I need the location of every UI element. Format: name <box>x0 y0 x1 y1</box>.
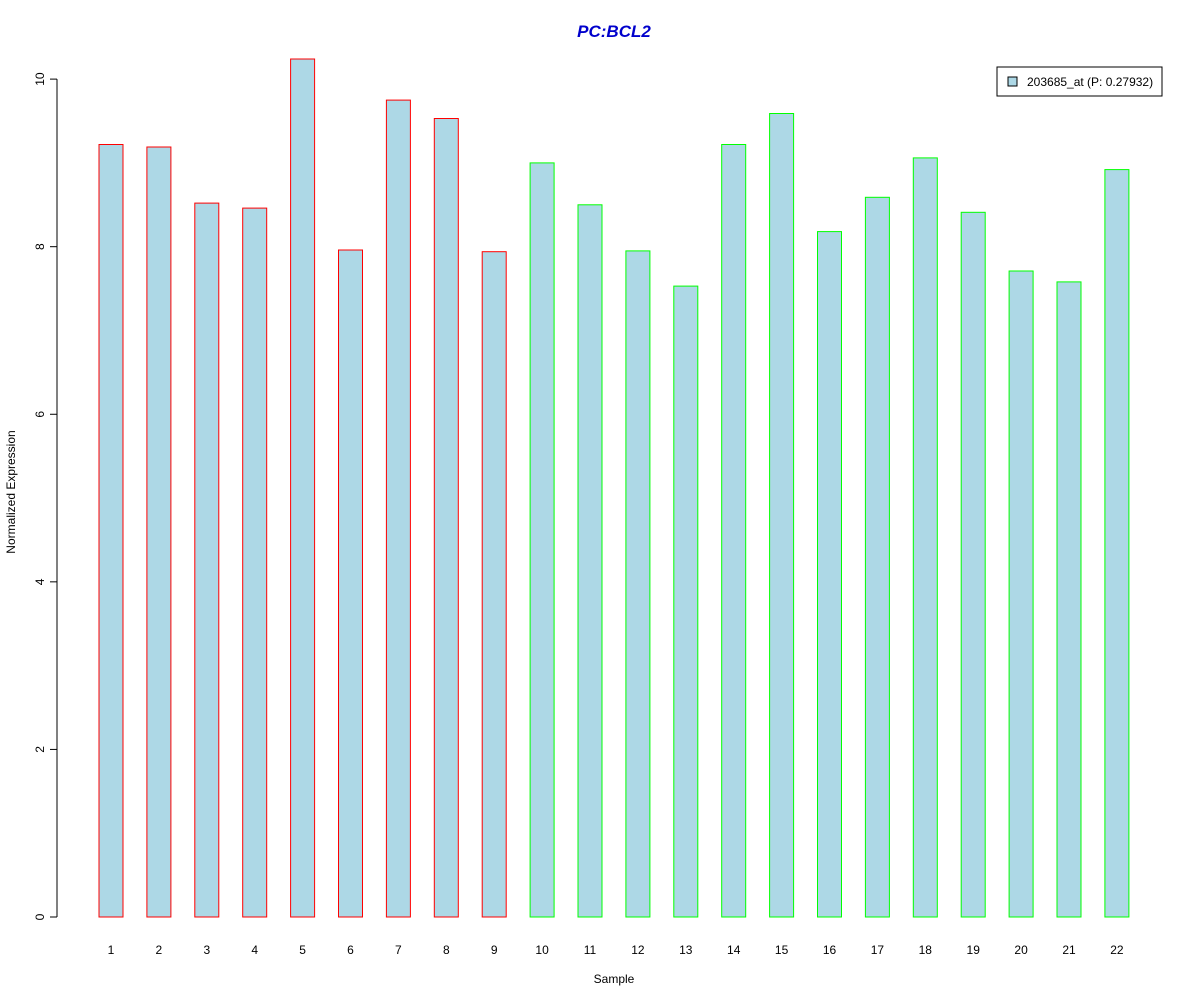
bar-sample-7 <box>385 99 411 918</box>
bar-sample-19 <box>960 211 986 918</box>
bar-sample-9 <box>481 251 507 918</box>
bar-sample-22 <box>1104 169 1130 918</box>
bar-sample-6 <box>338 249 363 918</box>
x-axis-tick-label: 13 <box>679 943 693 957</box>
bar-sample-17 <box>864 196 890 918</box>
x-axis-tick-label: 7 <box>395 943 402 957</box>
x-axis-tick-label: 11 <box>584 943 597 957</box>
x-axis-tick-label: 5 <box>299 943 306 957</box>
bar-sample-16 <box>817 231 842 918</box>
x-axis-tick-label: 10 <box>535 943 549 957</box>
x-axis-tick-label: 19 <box>967 943 981 957</box>
bar-sample-10 <box>529 162 555 918</box>
bars-group <box>98 58 1130 918</box>
legend-swatch <box>1007 76 1018 87</box>
bar-sample-15 <box>769 113 795 918</box>
x-axis-tick-label: 14 <box>727 943 741 957</box>
legend: 203685_at (P: 0.27932) <box>996 66 1163 97</box>
x-axis-tick-label: 6 <box>347 943 354 957</box>
bar-sample-20 <box>1008 270 1034 918</box>
legend-label: 203685_at (P: 0.27932) <box>1027 75 1153 89</box>
bar-sample-8 <box>433 118 459 918</box>
y-axis-tick-label: 8 <box>33 243 47 250</box>
x-axis-tick-label: 21 <box>1062 943 1076 957</box>
x-axis-tick-label: 16 <box>823 943 837 957</box>
x-axis-tick-label: 20 <box>1014 943 1028 957</box>
bar-sample-3 <box>194 202 220 918</box>
x-axis-tick-label: 18 <box>919 943 933 957</box>
bar-sample-4 <box>242 207 268 918</box>
x-axis-label: Sample <box>594 972 635 986</box>
bar-sample-1 <box>98 144 124 918</box>
x-axis-tick-label: 2 <box>156 943 163 957</box>
x-axis-tick-label: 8 <box>443 943 450 957</box>
y-axis-label: Normalized Expression <box>4 430 18 553</box>
x-axis-tick-label: 15 <box>775 943 789 957</box>
bar-sample-2 <box>146 146 172 918</box>
bar-sample-12 <box>625 250 651 918</box>
x-axis-tick-labels: 1 2 3 4 5 6 7 8 9 10 11 12 13 14 15 16 17 18 19 20 21 22 <box>108 943 1124 957</box>
bar-sample-13 <box>673 285 699 918</box>
chart-title: PC:BCL2 <box>577 22 651 41</box>
x-axis-tick-label: 12 <box>631 943 645 957</box>
y-axis-tick-label: 10 <box>33 72 47 86</box>
bar-sample-14 <box>721 144 747 918</box>
x-axis-tick-label: 17 <box>871 943 885 957</box>
y-axis-tick-label: 2 <box>33 746 47 753</box>
x-axis-tick-label: 4 <box>251 943 258 957</box>
bar-sample-21 <box>1056 281 1082 918</box>
x-axis-tick-label: 22 <box>1110 943 1124 957</box>
x-axis-tick-label: 3 <box>203 943 210 957</box>
y-axis-tick-label: 4 <box>33 578 47 585</box>
y-axis-tick-label: 0 <box>33 913 47 920</box>
x-axis-tick-label: 9 <box>491 943 498 957</box>
bar-sample-18 <box>912 157 938 918</box>
y-axis-tick-label: 6 <box>33 411 47 418</box>
legend-box <box>996 66 1163 97</box>
bar-sample-11 <box>577 204 603 918</box>
y-axis: 0 2 4 6 8 10 <box>33 72 58 920</box>
x-axis-tick-label: 1 <box>108 943 115 957</box>
bar-sample-5 <box>290 58 316 918</box>
